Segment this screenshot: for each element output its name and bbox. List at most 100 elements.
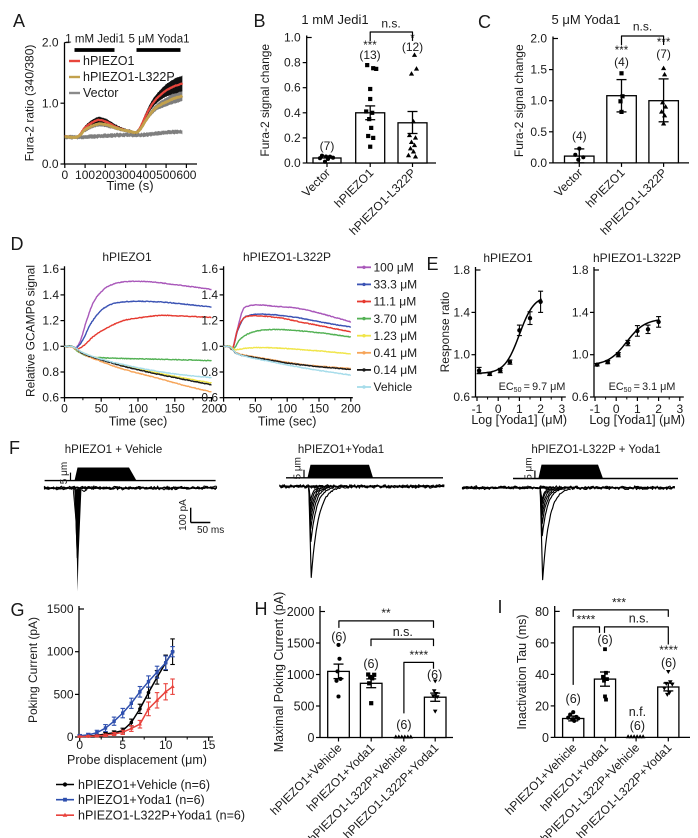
svg-text:600: 600 — [176, 168, 196, 182]
svg-text:(6): (6) — [396, 718, 411, 732]
svg-text:***: *** — [612, 596, 626, 610]
svg-text:20: 20 — [535, 699, 549, 713]
svg-text:H: H — [255, 599, 268, 619]
svg-text:B: B — [254, 11, 266, 31]
svg-text:500: 500 — [156, 168, 176, 182]
svg-text:(6): (6) — [427, 668, 442, 682]
svg-text:hPIEZO1-L322P: hPIEZO1-L322P — [83, 70, 175, 84]
svg-text:Relative GCAMP6 signal: Relative GCAMP6 signal — [24, 265, 38, 397]
svg-text:(4): (4) — [572, 129, 587, 143]
svg-text:Fura-2 signal change: Fura-2 signal change — [258, 44, 272, 157]
svg-text:-1: -1 — [590, 402, 601, 416]
svg-text:hPIEZO1-L322P + Yoda1: hPIEZO1-L322P + Yoda1 — [531, 444, 660, 456]
svg-text:n.s.: n.s. — [633, 20, 652, 34]
svg-text:2: 2 — [655, 402, 662, 416]
svg-text:40: 40 — [535, 668, 549, 682]
svg-text:0.41 μM: 0.41 μM — [374, 346, 418, 360]
svg-text:0.6: 0.6 — [284, 81, 301, 95]
svg-text:200: 200 — [341, 402, 361, 416]
svg-text:0.8: 0.8 — [284, 56, 301, 70]
svg-text:EC50 = 9.7 μM: EC50 = 9.7 μM — [499, 381, 566, 394]
svg-text:A: A — [13, 11, 25, 31]
svg-text:n.s.: n.s. — [629, 612, 649, 626]
svg-text:1.8: 1.8 — [572, 263, 589, 277]
svg-text:hPIEZO1: hPIEZO1 — [102, 250, 152, 264]
svg-text:-1: -1 — [472, 402, 483, 416]
svg-text:200: 200 — [95, 168, 115, 182]
svg-text:1.0: 1.0 — [453, 348, 470, 362]
svg-text:(6): (6) — [566, 692, 581, 706]
svg-text:1.0: 1.0 — [42, 96, 59, 110]
svg-text:Vehicle: Vehicle — [374, 380, 413, 394]
svg-text:100 pA: 100 pA — [178, 499, 189, 531]
svg-text:hPIEZO1: hPIEZO1 — [83, 54, 134, 68]
svg-text:80: 80 — [535, 605, 549, 619]
svg-text:1.2: 1.2 — [42, 314, 59, 328]
svg-text:1000: 1000 — [287, 668, 315, 682]
svg-text:0.5: 0.5 — [530, 125, 547, 139]
svg-text:5 μM Yoda1: 5 μM Yoda1 — [552, 12, 621, 27]
svg-text:0.6: 0.6 — [453, 390, 470, 404]
svg-text:0.6: 0.6 — [201, 391, 218, 405]
svg-text:(6): (6) — [630, 719, 645, 733]
svg-text:5: 5 — [119, 738, 126, 752]
svg-text:0: 0 — [308, 731, 315, 745]
svg-text:100: 100 — [277, 402, 297, 416]
svg-text:100: 100 — [128, 402, 148, 416]
svg-text:1.4: 1.4 — [42, 288, 59, 302]
svg-text:E: E — [427, 254, 439, 274]
svg-text:n.s.: n.s. — [393, 625, 413, 639]
svg-text:1.6: 1.6 — [201, 262, 218, 276]
svg-text:5 μm: 5 μm — [59, 462, 70, 484]
svg-text:F: F — [9, 438, 20, 458]
svg-text:Probe displacement (μm): Probe displacement (μm) — [67, 753, 207, 767]
svg-text:(6): (6) — [331, 630, 346, 644]
svg-text:1500: 1500 — [287, 637, 315, 651]
svg-text:**: ** — [381, 606, 391, 620]
svg-text:C: C — [478, 12, 491, 32]
svg-text:G: G — [11, 600, 25, 620]
svg-text:0.8: 0.8 — [42, 365, 59, 379]
svg-text:I: I — [498, 597, 503, 617]
svg-text:Fura-2 signal change: Fura-2 signal change — [512, 44, 526, 157]
svg-text:0.4: 0.4 — [284, 106, 301, 120]
svg-text:3.70 μM: 3.70 μM — [374, 312, 418, 326]
svg-text:150: 150 — [165, 402, 185, 416]
svg-text:50: 50 — [95, 402, 109, 416]
svg-text:1.4: 1.4 — [453, 305, 470, 319]
svg-text:500: 500 — [53, 687, 73, 701]
svg-text:0: 0 — [61, 168, 68, 182]
svg-text:(6): (6) — [363, 657, 378, 671]
svg-text:Time (sec): Time (sec) — [109, 415, 168, 429]
svg-text:200: 200 — [201, 402, 221, 416]
svg-text:1.2: 1.2 — [201, 314, 218, 328]
svg-text:5 μm: 5 μm — [293, 457, 304, 479]
svg-text:0.8: 0.8 — [201, 365, 218, 379]
svg-text:(6): (6) — [597, 633, 612, 647]
svg-text:100: 100 — [75, 168, 95, 182]
svg-text:2.0: 2.0 — [42, 36, 59, 50]
svg-text:60: 60 — [535, 636, 549, 650]
svg-text:Response ratio: Response ratio — [438, 291, 452, 372]
svg-text:1.0: 1.0 — [530, 94, 547, 108]
svg-text:0.0: 0.0 — [284, 156, 301, 170]
svg-text:Log [Yoda1] (μM): Log [Yoda1] (μM) — [589, 413, 685, 427]
svg-text:(6): (6) — [661, 656, 676, 670]
svg-text:n.s.: n.s. — [381, 17, 400, 31]
svg-text:400: 400 — [136, 168, 156, 182]
svg-text:1000: 1000 — [47, 645, 74, 659]
svg-text:5 μM Yoda1: 5 μM Yoda1 — [129, 34, 190, 46]
svg-text:1.8: 1.8 — [453, 263, 470, 277]
svg-text:n.f.: n.f. — [629, 705, 646, 719]
svg-text:hPIEZO1 + Vehicle: hPIEZO1 + Vehicle — [65, 444, 163, 456]
svg-text:3: 3 — [558, 402, 565, 416]
svg-text:1.6: 1.6 — [42, 262, 59, 276]
svg-text:D: D — [11, 234, 24, 254]
svg-text:11.1 μM: 11.1 μM — [374, 295, 417, 309]
svg-text:0: 0 — [67, 730, 74, 744]
svg-text:1: 1 — [516, 402, 523, 416]
svg-text:0: 0 — [61, 402, 68, 416]
svg-text:hPIEZO1-L322P: hPIEZO1-L322P — [593, 251, 681, 265]
svg-text:Time (sec): Time (sec) — [258, 415, 317, 429]
svg-text:0.6: 0.6 — [572, 390, 589, 404]
